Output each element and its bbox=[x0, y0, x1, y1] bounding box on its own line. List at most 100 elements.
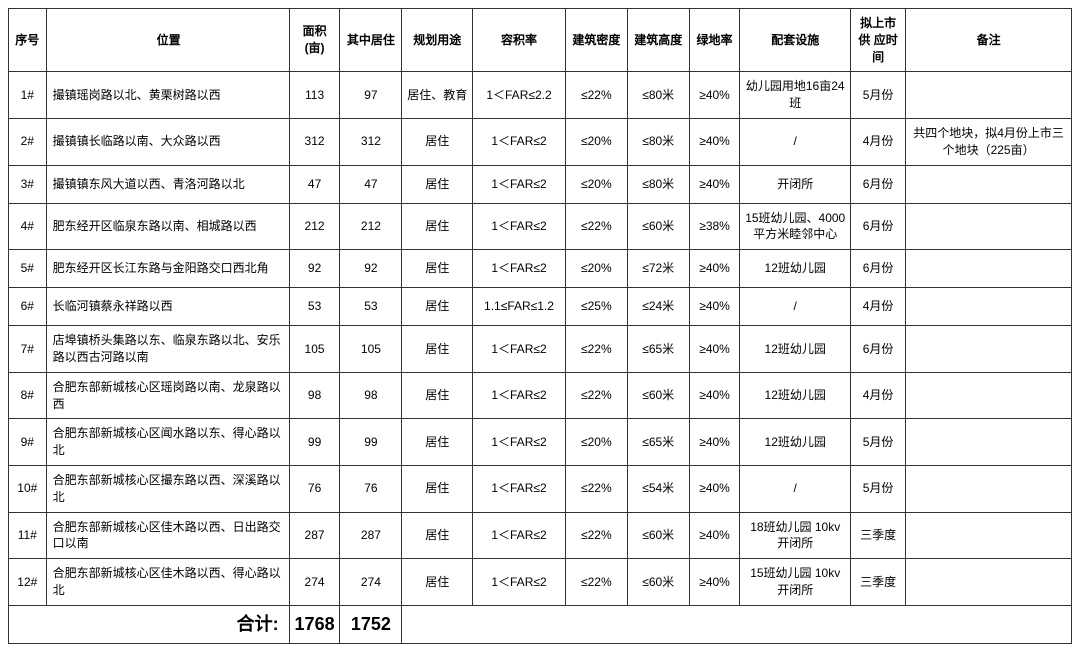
cell-location: 肥东经开区长江东路与金阳路交口西北角 bbox=[46, 250, 289, 288]
cell-green: ≥40% bbox=[689, 165, 740, 203]
cell-density: ≤20% bbox=[565, 118, 627, 165]
table-row: 6#长临河镇蔡永祥路以西5353居住1.1≤FAR≤1.2≤25%≤24米≥40… bbox=[9, 288, 1072, 326]
cell-time: 5月份 bbox=[850, 465, 905, 512]
cell-residential: 98 bbox=[340, 372, 402, 419]
cell-time: 6月份 bbox=[850, 203, 905, 250]
cell-green: ≥38% bbox=[689, 203, 740, 250]
cell-residential: 76 bbox=[340, 465, 402, 512]
cell-far: 1＜FAR≤2 bbox=[473, 559, 566, 606]
cell-residential: 312 bbox=[340, 118, 402, 165]
cell-facility: 12班幼儿园 bbox=[740, 419, 850, 466]
cell-location: 合肥东部新城核心区撮东路以西、深溪路以北 bbox=[46, 465, 289, 512]
total-residential: 1752 bbox=[340, 605, 402, 643]
cell-remark bbox=[906, 419, 1072, 466]
cell-seq: 4# bbox=[9, 203, 47, 250]
cell-location: 店埠镇桥头集路以东、临泉东路以北、安乐路以西古河路以南 bbox=[46, 326, 289, 373]
cell-seq: 9# bbox=[9, 419, 47, 466]
cell-remark bbox=[906, 372, 1072, 419]
cell-area: 105 bbox=[289, 326, 340, 373]
cell-seq: 7# bbox=[9, 326, 47, 373]
cell-density: ≤22% bbox=[565, 203, 627, 250]
header-area: 面积 (亩) bbox=[289, 9, 340, 72]
cell-facility: 开闭所 bbox=[740, 165, 850, 203]
cell-facility: 幼儿园用地16亩24班 bbox=[740, 72, 850, 119]
cell-area: 53 bbox=[289, 288, 340, 326]
cell-density: ≤22% bbox=[565, 326, 627, 373]
cell-far: 1＜FAR≤2 bbox=[473, 203, 566, 250]
cell-far: 1＜FAR≤2 bbox=[473, 118, 566, 165]
cell-height: ≤60米 bbox=[627, 372, 689, 419]
cell-green: ≥40% bbox=[689, 559, 740, 606]
cell-use: 居住 bbox=[402, 512, 473, 559]
table-row: 1#撮镇瑶岗路以北、黄栗树路以西11397居住、教育1＜FAR≤2.2≤22%≤… bbox=[9, 72, 1072, 119]
cell-time: 4月份 bbox=[850, 288, 905, 326]
table-row: 9#合肥东部新城核心区闻水路以东、得心路以北9999居住1＜FAR≤2≤20%≤… bbox=[9, 419, 1072, 466]
cell-location: 合肥东部新城核心区瑶岗路以南、龙泉路以西 bbox=[46, 372, 289, 419]
cell-remark bbox=[906, 72, 1072, 119]
cell-time: 5月份 bbox=[850, 72, 905, 119]
cell-green: ≥40% bbox=[689, 419, 740, 466]
cell-height: ≤60米 bbox=[627, 203, 689, 250]
cell-seq: 11# bbox=[9, 512, 47, 559]
cell-area: 99 bbox=[289, 419, 340, 466]
header-residential: 其中居住 bbox=[340, 9, 402, 72]
cell-facility: 12班幼儿园 bbox=[740, 326, 850, 373]
cell-height: ≤72米 bbox=[627, 250, 689, 288]
cell-location: 合肥东部新城核心区佳木路以西、日出路交口以南 bbox=[46, 512, 289, 559]
cell-area: 76 bbox=[289, 465, 340, 512]
cell-density: ≤20% bbox=[565, 165, 627, 203]
table-header: 序号 位置 面积 (亩) 其中居住 规划用途 容积率 建筑密度 建筑高度 绿地率… bbox=[9, 9, 1072, 72]
header-location: 位置 bbox=[46, 9, 289, 72]
cell-remark bbox=[906, 465, 1072, 512]
cell-residential: 47 bbox=[340, 165, 402, 203]
table-row: 10#合肥东部新城核心区撮东路以西、深溪路以北7676居住1＜FAR≤2≤22%… bbox=[9, 465, 1072, 512]
header-far: 容积率 bbox=[473, 9, 566, 72]
cell-location: 撮镇镇东风大道以西、青洛河路以北 bbox=[46, 165, 289, 203]
cell-facility: 15班幼儿园、4000平方米睦邻中心 bbox=[740, 203, 850, 250]
cell-remark bbox=[906, 165, 1072, 203]
cell-area: 312 bbox=[289, 118, 340, 165]
cell-facility: 18班幼儿园 10kv开闭所 bbox=[740, 512, 850, 559]
cell-facility: 15班幼儿园 10kv开闭所 bbox=[740, 559, 850, 606]
cell-use: 居住 bbox=[402, 372, 473, 419]
cell-area: 98 bbox=[289, 372, 340, 419]
cell-area: 47 bbox=[289, 165, 340, 203]
cell-use: 居住、教育 bbox=[402, 72, 473, 119]
cell-green: ≥40% bbox=[689, 372, 740, 419]
cell-location: 肥东经开区临泉东路以南、相城路以西 bbox=[46, 203, 289, 250]
cell-seq: 6# bbox=[9, 288, 47, 326]
cell-facility: / bbox=[740, 118, 850, 165]
cell-height: ≤65米 bbox=[627, 419, 689, 466]
cell-seq: 12# bbox=[9, 559, 47, 606]
header-density: 建筑密度 bbox=[565, 9, 627, 72]
total-label: 合计: bbox=[9, 605, 290, 643]
cell-remark bbox=[906, 203, 1072, 250]
header-seq: 序号 bbox=[9, 9, 47, 72]
cell-green: ≥40% bbox=[689, 72, 740, 119]
cell-density: ≤25% bbox=[565, 288, 627, 326]
cell-far: 1＜FAR≤2 bbox=[473, 512, 566, 559]
table-row: 8#合肥东部新城核心区瑶岗路以南、龙泉路以西9898居住1＜FAR≤2≤22%≤… bbox=[9, 372, 1072, 419]
cell-residential: 287 bbox=[340, 512, 402, 559]
cell-location: 撮镇镇长临路以南、大众路以西 bbox=[46, 118, 289, 165]
cell-far: 1＜FAR≤2 bbox=[473, 326, 566, 373]
cell-density: ≤22% bbox=[565, 72, 627, 119]
table-row: 2#撮镇镇长临路以南、大众路以西312312居住1＜FAR≤2≤20%≤80米≥… bbox=[9, 118, 1072, 165]
cell-density: ≤22% bbox=[565, 465, 627, 512]
cell-residential: 92 bbox=[340, 250, 402, 288]
cell-time: 6月份 bbox=[850, 326, 905, 373]
cell-green: ≥40% bbox=[689, 118, 740, 165]
header-green: 绿地率 bbox=[689, 9, 740, 72]
total-area: 1768 bbox=[289, 605, 340, 643]
cell-area: 113 bbox=[289, 72, 340, 119]
cell-time: 4月份 bbox=[850, 372, 905, 419]
cell-use: 居住 bbox=[402, 419, 473, 466]
cell-remark bbox=[906, 559, 1072, 606]
cell-density: ≤22% bbox=[565, 372, 627, 419]
cell-seq: 1# bbox=[9, 72, 47, 119]
cell-far: 1＜FAR≤2 bbox=[473, 465, 566, 512]
header-height: 建筑高度 bbox=[627, 9, 689, 72]
table-row: 12#合肥东部新城核心区佳木路以西、得心路以北274274居住1＜FAR≤2≤2… bbox=[9, 559, 1072, 606]
cell-use: 居住 bbox=[402, 203, 473, 250]
header-facility: 配套设施 bbox=[740, 9, 850, 72]
